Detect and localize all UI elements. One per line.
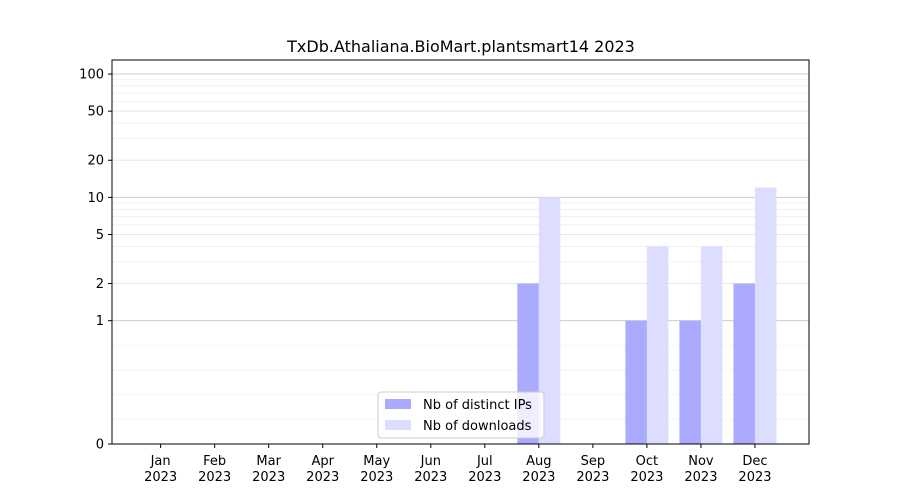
bar-distinct-ips (733, 283, 755, 444)
x-tick-label: Apr 2023 (306, 454, 339, 485)
x-tick-label: Nov 2023 (684, 454, 717, 485)
y-axis: 0 1 2 5 10 20 50 100 (79, 68, 112, 453)
legend: Nb of distinct IPs Nb of downloads (377, 391, 545, 439)
x-tick-label: Jun 2023 (414, 454, 447, 485)
x-tick-label: Jan 2023 (144, 454, 177, 485)
y-tick-label: 10 (87, 191, 104, 206)
y-tick-label: 100 (79, 68, 104, 83)
chart-title: TxDb.Athaliana.BioMart.plantsmart14 2023 (286, 37, 635, 56)
x-tick-label: Aug 2023 (522, 454, 555, 485)
bar-downloads (754, 187, 777, 445)
legend-label: Nb of downloads (423, 419, 532, 434)
plot-frame (111, 59, 810, 445)
legend-swatch (385, 399, 411, 409)
x-axis: Jan 2023 Feb 2023 Mar 2023 Apr 2023 May 2023 Jun 20… (144, 444, 772, 485)
legend-box (377, 391, 545, 439)
y-tick-label: 1 (96, 314, 104, 329)
bar-downloads (538, 197, 561, 444)
bar-downloads (700, 246, 723, 444)
grid (112, 73, 809, 445)
x-tick-label: Mar 2023 (252, 454, 285, 485)
bar-distinct-ips (625, 320, 647, 444)
x-tick-label: Jul 2023 (468, 454, 501, 485)
legend-swatch (385, 420, 411, 430)
bar-distinct-ips (679, 320, 701, 444)
x-tick-label: Dec 2023 (738, 454, 771, 485)
y-tick-label: 20 (87, 154, 104, 169)
x-tick-label: May 2023 (360, 454, 393, 485)
x-tick-label: Oct 2023 (630, 454, 663, 485)
y-tick-label: 5 (96, 228, 104, 243)
y-tick-label: 50 (87, 105, 104, 120)
y-tick-label: 2 (96, 277, 104, 292)
bars (517, 187, 777, 445)
x-tick-label: Feb 2023 (198, 454, 231, 485)
legend-label: Nb of distinct IPs (423, 398, 532, 413)
bar-downloads (646, 246, 669, 444)
x-tick-label: Sep 2023 (576, 454, 609, 485)
y-tick-label: 0 (96, 438, 104, 453)
